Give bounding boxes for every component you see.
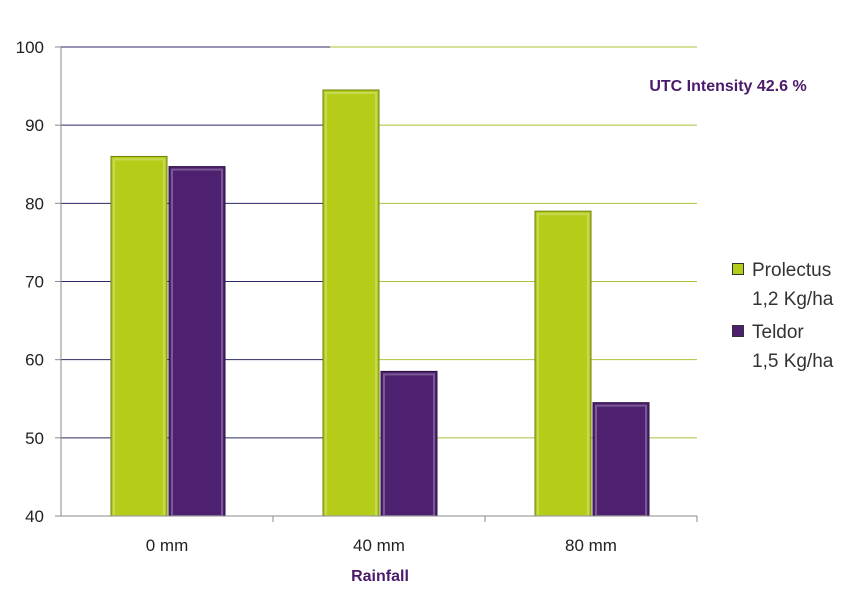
x-tick-label: 40 mm <box>353 536 405 555</box>
x-tick-label: 0 mm <box>146 536 189 555</box>
bar-teldor <box>168 166 226 517</box>
bar-teldor <box>380 370 438 517</box>
y-tick-label: 40 <box>25 507 44 526</box>
utc-intensity-annotation: UTC Intensity 42.6 % <box>649 78 806 95</box>
legend-label-teldor-line1: Teldor <box>752 322 804 343</box>
legend: Prolectus 1,2 Kg/ha Teldor 1,5 Kg/ha <box>732 256 852 380</box>
bar-teldor <box>592 402 650 517</box>
y-tick-label: 50 <box>25 429 44 448</box>
y-tick-label: 100 <box>16 38 44 57</box>
y-tick-label: 70 <box>25 273 44 292</box>
x-axis-label: Rainfall <box>351 568 409 585</box>
legend-label-prolectus-line2: 1,2 Kg/ha <box>752 289 834 310</box>
legend-swatch-teldor <box>732 325 744 337</box>
x-tick-label: 80 mm <box>565 536 617 555</box>
bars <box>110 89 650 518</box>
legend-label-prolectus: Prolectus 1,2 Kg/ha <box>752 256 855 314</box>
x-axis: 0 mm 40 mm 80 mm <box>60 47 698 555</box>
y-tick-label: 80 <box>25 194 44 213</box>
y-tick-label: 90 <box>25 116 44 135</box>
y-axis-ticks: 40 50 60 70 80 90 100 <box>16 38 61 526</box>
bar-prolectus <box>534 210 592 517</box>
legend-item-prolectus: Prolectus 1,2 Kg/ha <box>732 256 852 318</box>
legend-label-teldor: Teldor 1,5 Kg/ha <box>752 318 855 376</box>
bar-prolectus <box>110 155 168 517</box>
legend-label-prolectus-line1: Prolectus <box>752 260 832 281</box>
bar-prolectus <box>322 89 380 517</box>
legend-swatch-prolectus <box>732 263 744 275</box>
legend-item-teldor: Teldor 1,5 Kg/ha <box>732 318 852 380</box>
legend-label-teldor-line2: 1,5 Kg/ha <box>752 351 834 372</box>
y-tick-label: 60 <box>25 351 44 370</box>
